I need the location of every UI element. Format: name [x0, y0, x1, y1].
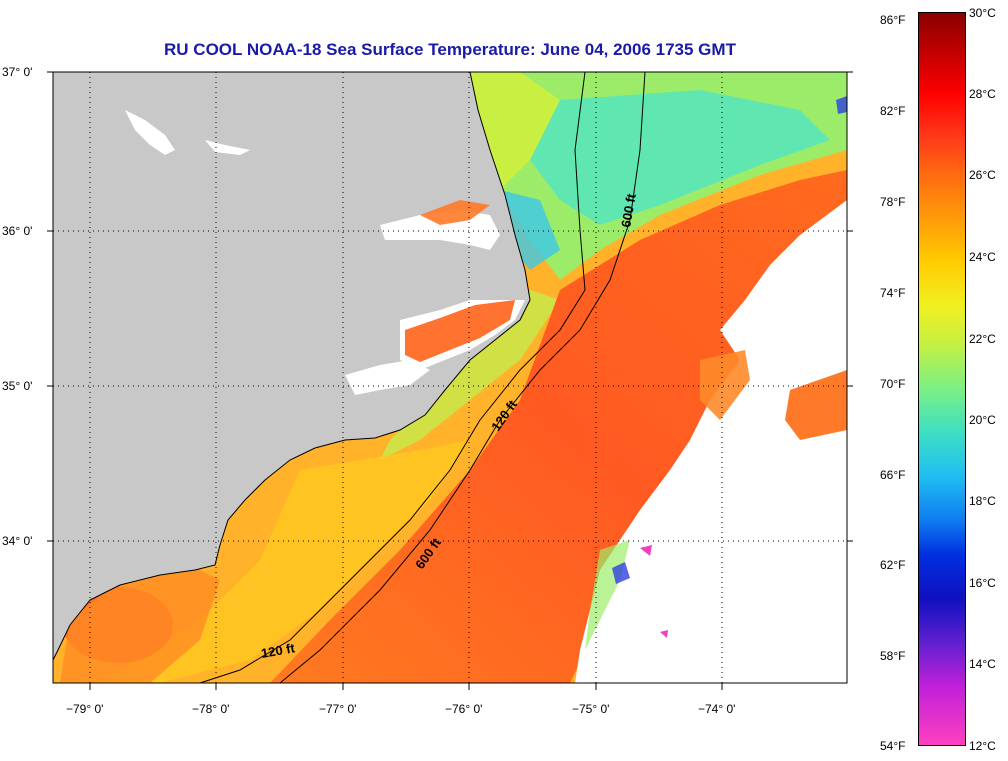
colorbar-c-16: 16°C: [969, 576, 996, 590]
colorbar-c-14: 14°C: [969, 657, 996, 671]
neuse-river: [345, 360, 430, 395]
colorbar-c-12: 12°C: [969, 739, 996, 753]
colorbar-f-54: 54°F: [880, 739, 906, 753]
colorbar-f-70: 70°F: [880, 377, 906, 391]
lat-label-35: 35° 0': [2, 379, 33, 393]
gulf-stream: [270, 170, 847, 683]
lat-label-37: 37° 0': [2, 65, 33, 79]
lon-label-74: −74° 0': [698, 702, 736, 716]
isobath-label-120-south: 120 ft: [260, 640, 297, 661]
isobath-label-600-north: 600 ft: [618, 192, 639, 229]
colorbar-f-58: 58°F: [880, 649, 906, 663]
graticule: [53, 72, 847, 683]
map-title: RU COOL NOAA-18 Sea Surface Temperature:…: [164, 40, 736, 59]
map-frame: [52, 71, 848, 684]
colorbar-f-82: 82°F: [880, 104, 906, 118]
lake2: [205, 140, 250, 155]
lon-label-77: −77° 0': [319, 702, 357, 716]
lon-label-76: −76° 0': [445, 702, 483, 716]
cool-water-cyan: [530, 90, 830, 225]
colorbar-c-22: 22°C: [969, 332, 996, 346]
lat-label-34: 34° 0': [2, 534, 33, 548]
cloud-mask: [575, 200, 847, 683]
lon-label-79: −79° 0': [66, 702, 104, 716]
lon-label-75: −75° 0': [572, 702, 610, 716]
colorbar-f-86: 86°F: [880, 13, 906, 27]
colorbar-c-24: 24°C: [969, 250, 996, 264]
colorbar-c-30: 30°C: [969, 6, 996, 20]
pamlico-sound-warm: [405, 300, 515, 362]
warm-patch-east2: [700, 350, 750, 420]
colorbar-f-78: 78°F: [880, 195, 906, 209]
colorbar-c-28: 28°C: [969, 87, 996, 101]
colorbar-f-62: 62°F: [880, 558, 906, 572]
colorbar-f-66: 66°F: [880, 468, 906, 482]
lat-label-36: 36° 0': [2, 224, 33, 238]
colorbar-f-74: 74°F: [880, 286, 906, 300]
isobath-600ft: [279, 71, 646, 684]
albemarle-sound-warm: [420, 200, 490, 225]
warm-patch-east: [785, 370, 847, 440]
sw-shelf-warm: [60, 560, 220, 683]
colorbar-c-26: 26°C: [969, 168, 996, 182]
isobath-120ft: [199, 71, 586, 684]
lon-label-78: −78° 0': [192, 702, 230, 716]
colorbar-c-20: 20°C: [969, 413, 996, 427]
yellow-shelf: [100, 440, 470, 683]
lake: [125, 110, 175, 155]
colorbar-c-18: 18°C: [969, 494, 996, 508]
nearshore-band: [380, 290, 560, 460]
coastline: [52, 71, 531, 661]
axis-ticks: [47, 71, 853, 690]
temperature-colorbar: [918, 12, 966, 746]
